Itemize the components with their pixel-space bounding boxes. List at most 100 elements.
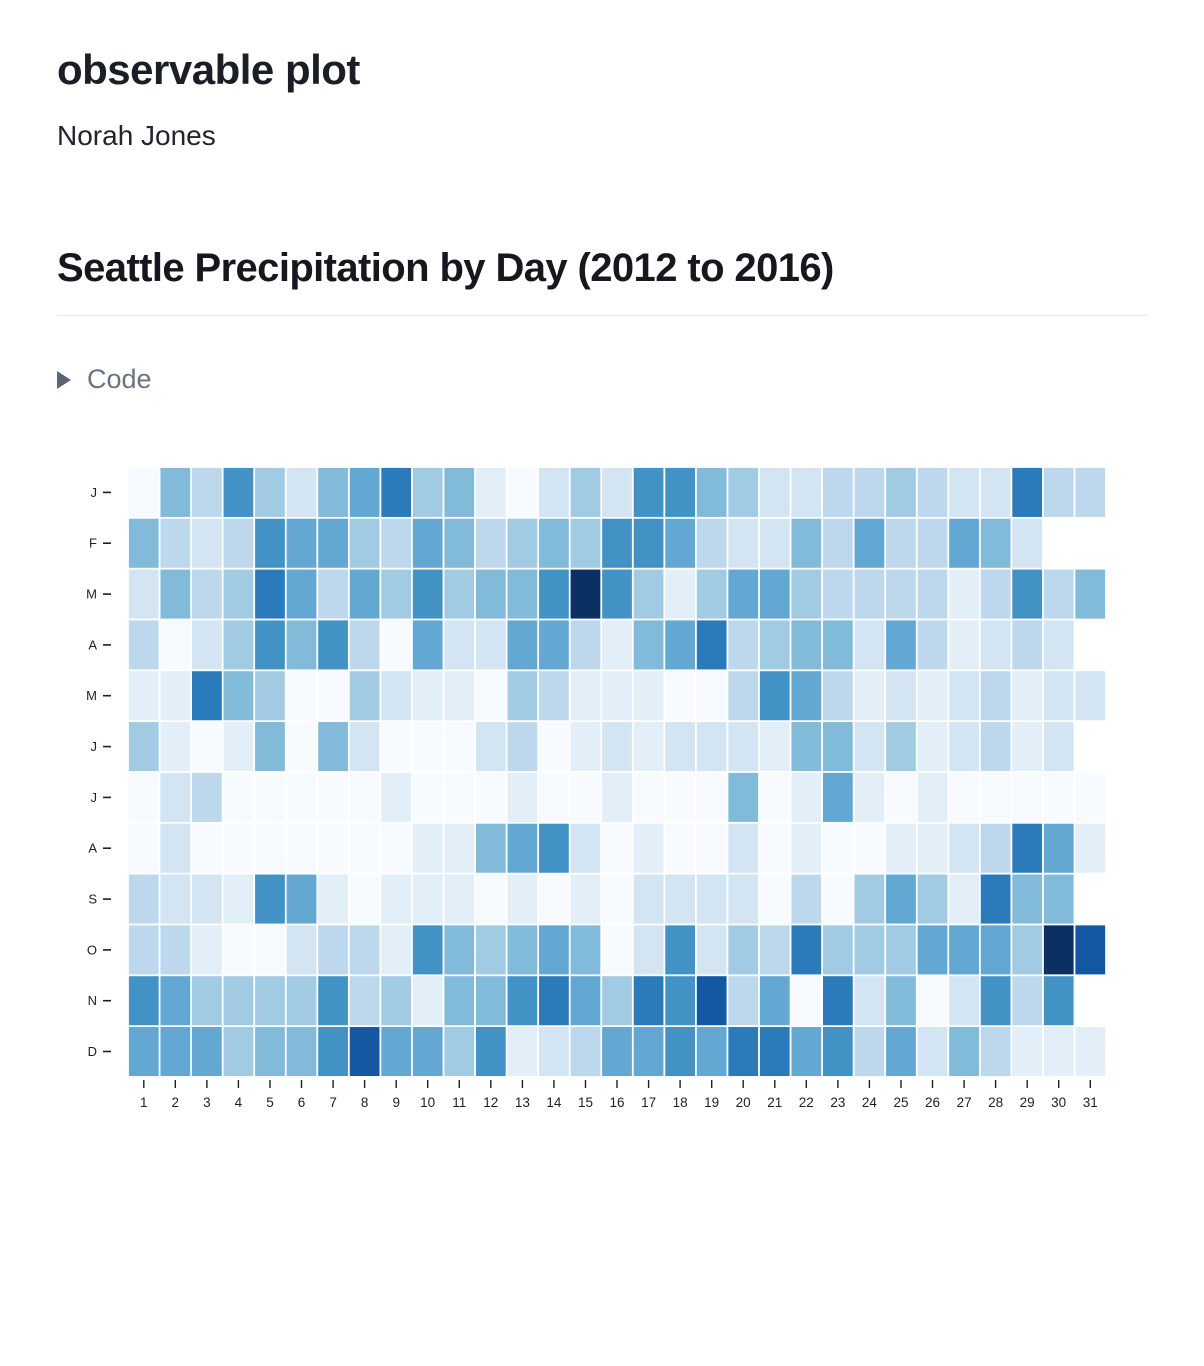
heatmap-cell xyxy=(444,671,475,721)
heatmap-cell xyxy=(759,518,790,568)
heatmap-cell xyxy=(917,823,948,873)
heatmap-cell xyxy=(128,518,159,568)
heatmap-cell xyxy=(1043,467,1074,517)
heatmap-cell xyxy=(791,518,822,568)
heatmap-cell xyxy=(223,823,254,873)
heatmap-cell xyxy=(475,976,506,1026)
heatmap-cell xyxy=(949,1027,979,1077)
heatmap-cell xyxy=(854,925,885,975)
heatmap-cell xyxy=(949,467,979,517)
heatmap-cell xyxy=(412,467,443,517)
x-axis-label: 16 xyxy=(609,1095,624,1110)
y-axis-label: J xyxy=(91,485,98,500)
heatmap-cell xyxy=(192,1027,222,1077)
heatmap-cell xyxy=(665,976,695,1026)
heatmap-cell xyxy=(633,925,664,975)
heatmap-cell xyxy=(633,569,664,619)
heatmap-cell xyxy=(854,569,885,619)
heatmap-cell xyxy=(949,569,979,619)
heatmap-cell xyxy=(128,874,159,924)
heatmap-cell xyxy=(349,620,380,670)
heatmap-cell xyxy=(381,976,412,1026)
heatmap-cell xyxy=(475,1027,506,1077)
heatmap-cell xyxy=(539,874,569,924)
heatmap-cell xyxy=(696,620,727,670)
heatmap-cell xyxy=(507,772,538,822)
heatmap-cell xyxy=(412,1027,443,1077)
code-toggle[interactable]: Code xyxy=(57,364,152,395)
heatmap-cell xyxy=(633,874,664,924)
y-axis-label: J xyxy=(91,790,98,805)
heatmap-cell xyxy=(128,1027,159,1077)
heatmap-cell xyxy=(255,722,285,772)
heatmap-cell xyxy=(192,823,222,873)
x-axis-label: 12 xyxy=(483,1095,498,1110)
heatmap-cell xyxy=(791,1027,822,1077)
heatmap-cell xyxy=(854,874,885,924)
x-axis-label: 31 xyxy=(1083,1095,1098,1110)
heatmap-cell xyxy=(412,671,443,721)
heatmap-cell xyxy=(444,823,475,873)
heatmap-cell xyxy=(728,823,759,873)
heatmap-cell xyxy=(507,722,538,772)
heatmap-cell xyxy=(160,467,191,517)
heatmap-cell xyxy=(539,1027,569,1077)
heatmap-cell xyxy=(349,976,380,1026)
heatmap-cell xyxy=(444,722,475,772)
heatmap-cell xyxy=(1043,823,1074,873)
heatmap-cell xyxy=(444,518,475,568)
heatmap-cell xyxy=(917,569,948,619)
heatmap-cell xyxy=(539,925,569,975)
heatmap-cell xyxy=(412,976,443,1026)
heatmap-cell xyxy=(444,467,475,517)
x-axis-label: 8 xyxy=(361,1095,369,1110)
heatmap-cell xyxy=(381,772,412,822)
heatmap-cell xyxy=(475,620,506,670)
heatmap-cell xyxy=(980,620,1011,670)
heatmap-cell xyxy=(823,620,853,670)
heatmap-cell xyxy=(917,772,948,822)
heatmap-cell xyxy=(192,518,222,568)
heatmap-cell xyxy=(223,772,254,822)
heatmap-cell xyxy=(823,772,853,822)
heatmap-cell xyxy=(349,467,380,517)
x-axis-label: 21 xyxy=(767,1095,782,1110)
heatmap-cell xyxy=(570,823,601,873)
heatmap-cell xyxy=(570,925,601,975)
heatmap-cell xyxy=(128,722,159,772)
heatmap-cell xyxy=(255,671,285,721)
x-axis-label: 28 xyxy=(988,1095,1003,1110)
y-axis-label: M xyxy=(86,688,97,703)
heatmap-cell xyxy=(128,620,159,670)
heatmap-cell xyxy=(1012,925,1043,975)
x-axis-label: 14 xyxy=(546,1095,562,1110)
heatmap-cell xyxy=(602,874,632,924)
heatmap-cell xyxy=(1012,671,1043,721)
heatmap-cell xyxy=(192,467,222,517)
heatmap-cell xyxy=(128,976,159,1026)
heatmap-cell xyxy=(160,772,191,822)
x-axis-label: 30 xyxy=(1051,1095,1066,1110)
heatmap-cell xyxy=(980,925,1011,975)
heatmap-cell xyxy=(633,1027,664,1077)
x-axis-label: 29 xyxy=(1020,1095,1035,1110)
heatmap-cell xyxy=(886,671,916,721)
heatmap-cell xyxy=(1012,976,1043,1026)
x-axis-label: 20 xyxy=(736,1095,751,1110)
heatmap-cell xyxy=(854,467,885,517)
y-axis-label: A xyxy=(88,637,97,652)
heatmap-cell xyxy=(1012,772,1043,822)
heatmap-cell xyxy=(1075,467,1106,517)
heatmap-cell xyxy=(728,925,759,975)
heatmap-cell xyxy=(128,925,159,975)
heatmap-cell xyxy=(665,569,695,619)
heatmap-cell xyxy=(160,620,191,670)
heatmap-cell xyxy=(728,467,759,517)
heatmap-cell xyxy=(917,874,948,924)
heatmap-cell xyxy=(917,671,948,721)
heatmap-cell xyxy=(255,620,285,670)
heatmap-cell xyxy=(759,874,790,924)
heatmap-cell xyxy=(728,722,759,772)
heatmap-cell xyxy=(318,569,348,619)
heatmap-cell xyxy=(886,518,916,568)
